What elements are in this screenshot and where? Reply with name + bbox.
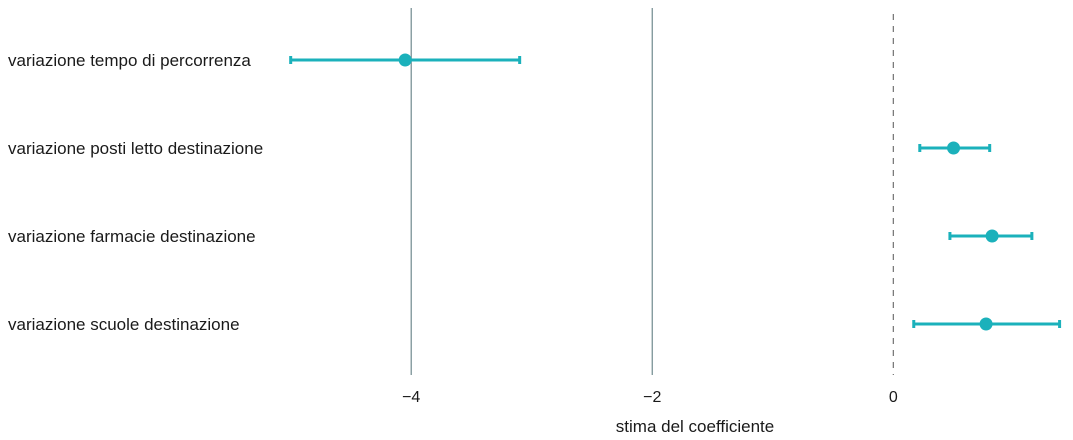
estimate-point-0	[398, 53, 412, 67]
estimate-point-2	[985, 229, 999, 243]
category-label-1: variazione posti letto destinazione	[8, 139, 263, 158]
x-tick-label-2: 0	[889, 389, 898, 406]
category-labels: variazione tempo di percorrenza variazion…	[8, 51, 263, 334]
x-tick-label-1: −2	[643, 389, 661, 406]
x-tick-labels: −4 −2 0	[402, 389, 898, 406]
estimate-point-3	[979, 317, 993, 331]
grid-layer	[410, 8, 894, 375]
series-layer	[289, 53, 1062, 331]
category-label-0: variazione tempo di percorrenza	[8, 51, 251, 70]
x-tick-label-0: −4	[402, 389, 420, 406]
x-axis-title: stima del coefficiente	[616, 417, 774, 436]
category-label-2: variazione farmacie destinazione	[8, 227, 256, 246]
estimate-point-1	[947, 141, 961, 155]
category-label-3: variazione scuole destinazione	[8, 315, 240, 334]
